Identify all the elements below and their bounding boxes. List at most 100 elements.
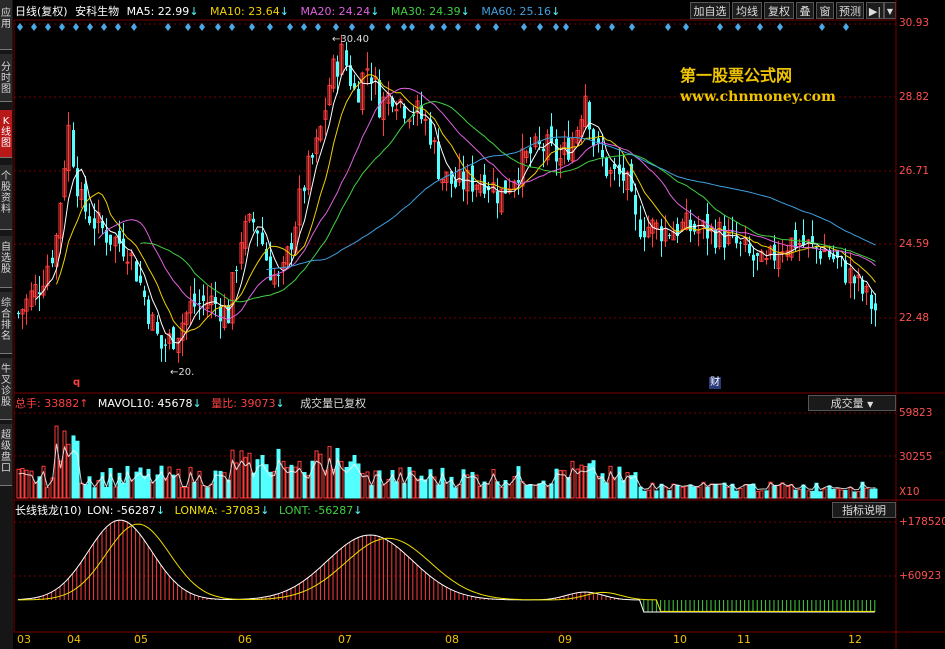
candle-body (290, 243, 293, 250)
sidebar-item-kline[interactable]: K线图 (0, 110, 12, 158)
candle-body (66, 124, 71, 171)
volume-bar (772, 485, 777, 499)
candle-body (471, 165, 474, 192)
forecast-button[interactable]: 预测 (836, 2, 864, 19)
volume-bar (302, 472, 307, 499)
price-axis-label: 28.82 (899, 91, 930, 103)
candle-body (125, 261, 130, 264)
candle-body (773, 244, 776, 261)
period-label[interactable]: 日线(复权) (15, 5, 68, 18)
volume-bar (272, 471, 277, 499)
sidebar-item-intraday[interactable]: 分时图 (0, 54, 12, 102)
volume-bar (486, 483, 491, 499)
candle-body (51, 257, 54, 264)
event-marker-finance[interactable]: 财 (709, 377, 721, 389)
candle-body (588, 102, 591, 130)
add-watchlist-button[interactable]: 加自选 (690, 2, 730, 19)
indicator-help-button[interactable]: 指标说明 (832, 502, 896, 518)
signal-diamond (717, 23, 723, 31)
month-label: 04 (67, 633, 81, 646)
sidebar-item-apps[interactable]: 应用 (0, 0, 12, 50)
volume-bar (66, 443, 71, 499)
nav-end-button[interactable]: ▶| (866, 2, 884, 19)
indicator-name[interactable]: 长线钱龙(10) (15, 504, 82, 517)
ma-line (35, 65, 876, 344)
ma-button[interactable]: 均线 (732, 2, 762, 19)
signal-diamond (665, 23, 671, 31)
lon-label: LON: -56287 (87, 504, 156, 517)
candle-body (360, 72, 365, 111)
candle-body (450, 171, 453, 184)
sidebar-item-level2[interactable]: 超级盘口 (0, 424, 12, 486)
sidebar-item-watchlist[interactable]: 自选股 (0, 236, 12, 288)
volume-bar (356, 463, 361, 499)
volume-bar (554, 468, 559, 499)
volume-bar (167, 466, 172, 499)
volume-bar (852, 491, 857, 499)
candle-body (504, 180, 507, 194)
sidebar-item-ranking[interactable]: 综合排名 (0, 292, 12, 354)
volume-bar (516, 466, 521, 499)
candle-body (538, 140, 541, 145)
signal-diamond (229, 23, 235, 31)
candle-body (243, 220, 248, 249)
candle-body (172, 327, 175, 349)
candle-body (29, 290, 34, 307)
candle-body (227, 305, 230, 324)
watermark-title: 第一股票公式网 (680, 66, 793, 85)
candle-body (608, 169, 613, 174)
volume-bar (16, 468, 21, 499)
volume-bar (810, 490, 815, 499)
window-button[interactable]: 窗 (816, 2, 834, 19)
volume-bar (54, 425, 59, 499)
volume-bar (297, 460, 302, 499)
restore-button[interactable]: 复权 (764, 2, 794, 19)
left-sidebar: 应用 分时图 K线图 个股资料 自选股 综合排名 牛叉诊股 超级盘口 (0, 0, 13, 649)
volume-bar (180, 486, 185, 499)
candle-body (524, 151, 529, 158)
volume-bar (638, 486, 643, 499)
candle-body (768, 246, 773, 255)
candle-body (507, 188, 512, 193)
volume-bar (440, 467, 445, 499)
price-axis-label: 30.93 (899, 17, 930, 29)
candle-body (318, 126, 323, 141)
candle-body (93, 218, 96, 229)
volume-bar (562, 470, 567, 499)
candle-body (864, 285, 869, 293)
candle-body (143, 290, 146, 298)
candle-body (848, 268, 853, 284)
volume-bar (654, 490, 659, 499)
candle-body (135, 261, 138, 282)
volume-bar (419, 475, 424, 499)
candle-body (764, 257, 769, 260)
candle-body (542, 148, 545, 152)
volume-bar (617, 466, 622, 499)
candle-body (832, 254, 835, 260)
candle-body (214, 297, 217, 305)
candle-body (84, 183, 87, 212)
volume-bar (247, 452, 252, 499)
volume-bar (684, 485, 689, 499)
volume-bar (453, 487, 458, 499)
volume-bar (717, 483, 722, 499)
sidebar-item-diagnosis[interactable]: 牛叉诊股 (0, 358, 12, 420)
volume-bar (806, 490, 811, 499)
sidebar-item-profile[interactable]: 个股资料 (0, 165, 12, 230)
volume-indicator-select[interactable]: 成交量 ▼ (808, 395, 896, 411)
candle-body (545, 134, 550, 161)
candle-body (811, 236, 814, 243)
overlay-button[interactable]: 叠 (796, 2, 814, 19)
volume-bar (369, 485, 374, 499)
volume-bar (491, 468, 496, 499)
candle-body (870, 294, 873, 309)
candle-body (160, 335, 163, 349)
signal-diamond (165, 23, 171, 31)
candle-body (147, 299, 150, 324)
volume-bar (184, 486, 189, 499)
signal-diamond (333, 23, 339, 31)
candle-body (261, 232, 264, 245)
candle-body (230, 272, 235, 324)
event-marker-q[interactable]: q (73, 377, 81, 388)
